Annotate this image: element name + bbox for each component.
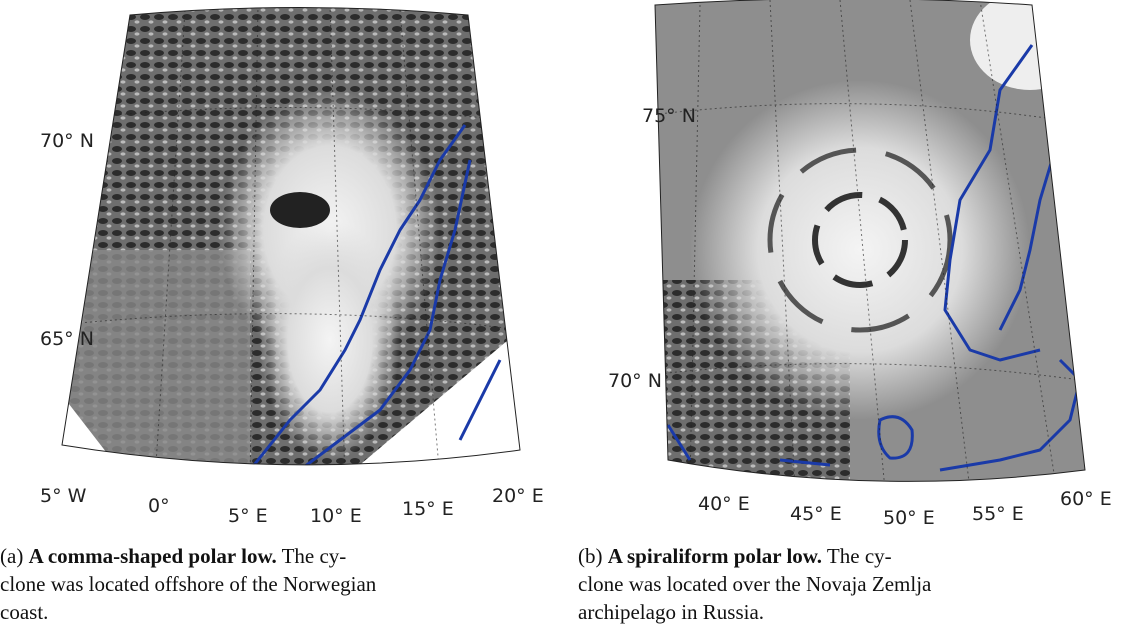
lon-label: 20° E (492, 485, 544, 507)
caption-label: (a) (0, 544, 23, 568)
lon-label: 55° E (972, 503, 1024, 525)
lat-label: 65° N (40, 328, 94, 350)
caption-line: archipelago in Russia. (578, 600, 764, 624)
caption-line: coast. (0, 600, 48, 624)
lon-label: 40° E (698, 493, 750, 515)
lat-label: 75° N (642, 105, 696, 127)
satellite-image-b (650, 0, 1090, 500)
lon-label: 5° E (228, 505, 268, 527)
caption-line: clone was located offshore of the Norweg… (0, 572, 377, 596)
caption-line: clone was located over the Novaja Zemlja (578, 572, 932, 596)
caption-label: (b) (578, 544, 603, 568)
lat-label: 70° N (40, 130, 94, 152)
satellite-image-a (40, 0, 540, 490)
caption-title: A spiraliform polar low. (608, 544, 822, 568)
lon-label: 60° E (1060, 488, 1112, 510)
caption-line: (a) A comma-shaped polar low. The cy- (0, 544, 346, 568)
figure: 70° N 65° N 5° W 0° 5° E 10° E 15° E 20°… (0, 0, 1132, 633)
lon-label: 45° E (790, 503, 842, 525)
lon-label: 10° E (310, 505, 362, 527)
lon-label: 5° W (40, 485, 87, 507)
lat-label: 70° N (608, 370, 662, 392)
caption-text: The cy- (827, 544, 892, 568)
lon-label: 15° E (402, 498, 454, 520)
caption-title: A comma-shaped polar low. (29, 544, 277, 568)
lon-label: 0° (148, 495, 170, 517)
lon-label: 50° E (883, 507, 935, 529)
caption-line: (b) A spiraliform polar low. The cy- (578, 544, 892, 568)
caption-text: The cy- (282, 544, 347, 568)
